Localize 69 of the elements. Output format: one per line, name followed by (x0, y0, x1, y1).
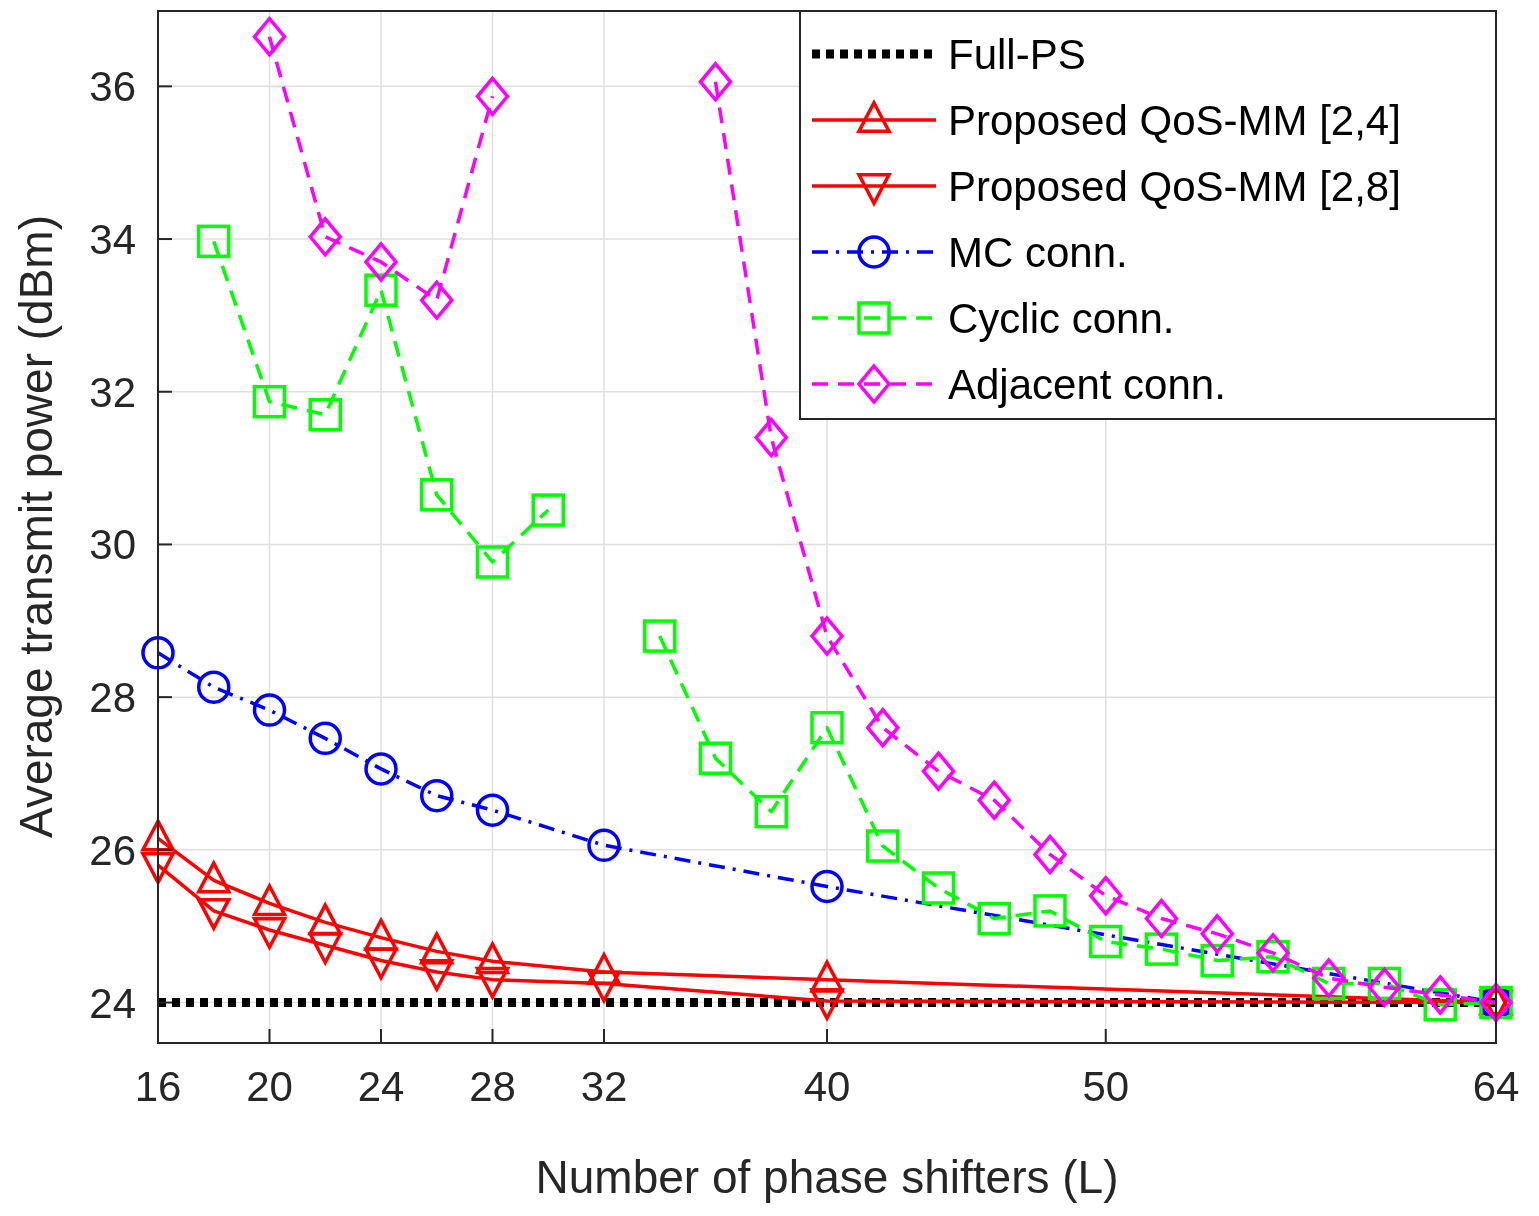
point (252, 384, 287, 419)
point (475, 793, 510, 827)
point (1200, 914, 1234, 954)
legend-label: Proposed QoS-MM [2,8] (948, 163, 1401, 210)
point (420, 778, 454, 813)
x-tick-label: 50 (1082, 1063, 1130, 1110)
point (810, 710, 844, 745)
point (1256, 933, 1290, 973)
point (977, 780, 1011, 820)
y-axis-title: Average transmit power (dBm) (10, 215, 62, 838)
point (754, 417, 788, 458)
y-tick-label: 32 (89, 368, 136, 416)
point (921, 871, 956, 905)
point (921, 751, 956, 791)
point (643, 619, 677, 653)
point (252, 693, 287, 727)
x-tick-label: 40 (803, 1063, 851, 1110)
point (587, 828, 621, 863)
legend-label: Adjacent conn. (948, 361, 1226, 408)
y-tick-label: 24 (89, 979, 136, 1027)
x-tick-label: 64 (1472, 1063, 1520, 1110)
legend-label: Full-PS (948, 31, 1086, 78)
point (810, 869, 844, 904)
point (698, 62, 733, 102)
point (197, 224, 231, 259)
point (364, 242, 398, 282)
point (1033, 834, 1067, 875)
x-tick-label: 16 (134, 1063, 182, 1110)
point (475, 545, 510, 579)
point (420, 478, 454, 512)
x-tick-label: 28 (469, 1063, 516, 1110)
y-tick-label: 30 (89, 521, 136, 569)
point (977, 901, 1011, 936)
point (1144, 898, 1179, 939)
legend-label: Cyclic conn. (948, 295, 1175, 342)
x-tick-label: 20 (246, 1063, 293, 1110)
point (866, 707, 900, 748)
point (1200, 943, 1234, 978)
y-tick-label: 26 (89, 826, 136, 874)
y-tick-label: 36 (89, 63, 136, 111)
x-tick-label: 32 (580, 1063, 628, 1110)
point (1312, 958, 1346, 998)
point (1367, 967, 1402, 1008)
point (475, 76, 510, 117)
point (1033, 894, 1067, 928)
point (308, 217, 342, 257)
point (1089, 924, 1123, 959)
point (754, 794, 788, 829)
x-axis-title: Number of phase shifters (L) (535, 1151, 1119, 1203)
point (1089, 875, 1123, 916)
point (810, 616, 844, 656)
point (252, 16, 287, 57)
point (141, 636, 175, 670)
point (531, 493, 565, 527)
legend-label: Proposed QoS-MM [2,4] (948, 97, 1401, 144)
point (308, 397, 342, 432)
point (364, 273, 398, 307)
point (1144, 932, 1179, 966)
x-tick-label: 24 (357, 1063, 405, 1110)
point (698, 741, 733, 775)
point (420, 280, 454, 320)
y-tick-label: 34 (89, 216, 136, 264)
y-tick-label: 28 (89, 674, 136, 722)
point (197, 670, 231, 704)
point (364, 752, 398, 786)
point (866, 829, 900, 863)
point (1423, 975, 1457, 1015)
legend-label: MC conn. (948, 229, 1128, 276)
point (308, 721, 342, 756)
